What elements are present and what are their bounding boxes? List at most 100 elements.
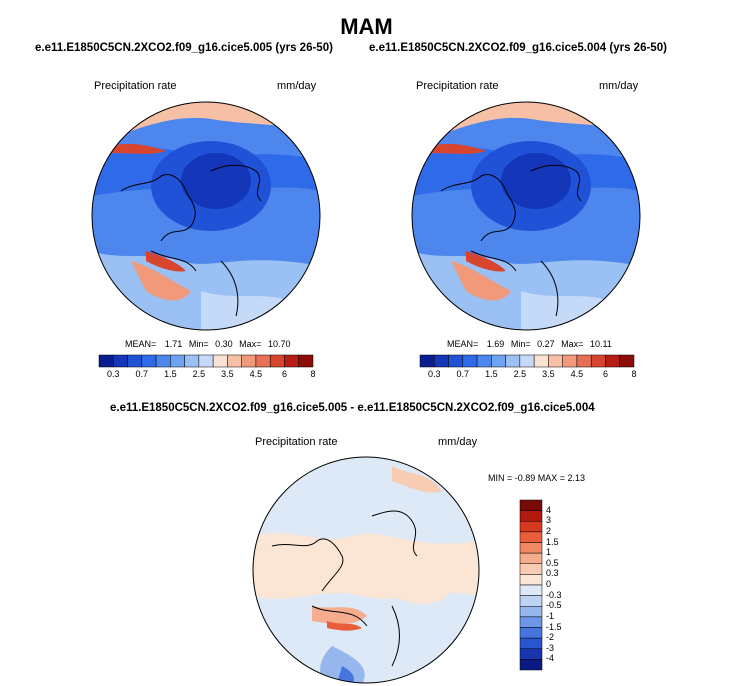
panel-1-field-label: Precipitation rate — [94, 80, 177, 92]
colorbar-swatch — [562, 354, 578, 368]
colorbar-swatch — [212, 354, 228, 368]
colorbar-tick-label: 4.5 — [249, 369, 263, 379]
diff-colorbar-swatch — [519, 531, 543, 543]
panel-2-max-label: Max= — [561, 339, 584, 349]
diff-colorbar-swatch — [519, 659, 543, 671]
panel-2-colorbar-ticks: 0.3 0.7 1.5 2.5 3.5 4.5 6 8 — [420, 369, 637, 381]
diff-colorbar-ticks: 4 3 2 1.5 1 0.5 0.3 0 -0.3 -0.5 -1 -1.5 -2 -3 -4 — [546, 500, 586, 670]
panel-2-polar-map — [411, 101, 641, 331]
diff-colorbar-tick-label: 0 — [546, 579, 552, 589]
diff-colorbar-tick-label: -0.5 — [546, 600, 562, 611]
colorbar-swatch — [98, 354, 114, 368]
panel-1-units: mm/day — [277, 80, 317, 92]
panel-2-field-label: Precipitation rate — [416, 80, 499, 92]
colorbar-tick-label: 6 — [602, 369, 608, 379]
diff-colorbar-swatch — [519, 510, 543, 522]
panel-1-colorbar — [98, 354, 314, 368]
colorbar-tick-label: 3.5 — [542, 369, 555, 379]
panel-2-mean-value: 1.69 — [486, 339, 505, 349]
colorbar-swatch — [298, 354, 314, 368]
colorbar-swatch — [284, 354, 299, 368]
colorbar-swatch — [419, 354, 435, 368]
diff-colorbar-tick-label: 2 — [546, 525, 552, 536]
diff-colorbar-tick-label: 4 — [546, 504, 552, 515]
colorbar-swatch — [227, 354, 242, 368]
colorbar-tick-label: 2.5 — [192, 369, 206, 379]
diff-colorbar-swatch — [519, 542, 543, 554]
panel-2-colorbar — [419, 354, 635, 368]
diff-subtitle: e.e11.E1850C5CN.2XCO2.f09_g16.cice5.005 … — [110, 402, 595, 414]
colorbar-swatch — [548, 354, 563, 368]
colorbar-tick-label: 1.5 — [485, 369, 498, 379]
diff-colorbar-tick-label: -1 — [546, 610, 555, 621]
diff-colorbar-swatch — [519, 627, 543, 639]
diff-colorbar-swatch — [519, 595, 543, 607]
panel-2-units: mm/day — [599, 80, 639, 92]
colorbar-tick-label: 3.5 — [221, 369, 234, 379]
diff-colorbar-tick-label: 1.5 — [546, 536, 559, 547]
diff-colorbar-tick-label: 0.5 — [546, 557, 559, 568]
colorbar-swatch — [434, 354, 449, 368]
colorbar-tick-label: 0.3 — [107, 369, 120, 379]
panel-1-mean-label: MEAN= — [125, 339, 157, 349]
colorbar-tick-label: 4.5 — [570, 369, 584, 379]
panel-1-polar-map — [91, 101, 321, 331]
colorbar-swatch — [491, 354, 506, 368]
colorbar-swatch — [576, 354, 592, 368]
diff-colorbar-tick-label: -3 — [546, 642, 555, 653]
panel-2-min-value: 0.27 — [537, 339, 555, 349]
diff-colorbar-tick-label: -2 — [546, 632, 555, 643]
panel-2-mean-label: MEAN= — [447, 339, 479, 349]
colorbar-swatch — [269, 354, 285, 368]
panel-2-max-value: 10.11 — [589, 339, 612, 349]
colorbar-tick-label: 0.7 — [456, 369, 470, 379]
colorbar-swatch — [476, 354, 492, 368]
colorbar-tick-label: 0.7 — [135, 369, 149, 379]
colorbar-swatch — [619, 354, 635, 368]
panel-1-colorbar-ticks: 0.3 0.7 1.5 2.5 3.5 4.5 6 8 — [99, 369, 316, 381]
colorbar-swatch — [127, 354, 143, 368]
diff-colorbar — [519, 499, 543, 671]
diff-colorbar-swatch — [519, 648, 543, 660]
panel-1-min-value: 0.30 — [215, 339, 233, 349]
colorbar-tick-label: 2.5 — [513, 369, 527, 379]
diff-colorbar-swatch — [519, 574, 543, 586]
colorbar-swatch — [462, 354, 478, 368]
colorbar-swatch — [448, 354, 464, 368]
diff-range-text: MIN = -0.89 MAX = 2.13 — [488, 473, 586, 483]
colorbar-swatch — [505, 354, 521, 368]
colorbar-swatch — [184, 354, 200, 368]
colorbar-swatch — [155, 354, 171, 368]
diff-field-label: Precipitation rate — [255, 436, 338, 448]
diff-colorbar-tick-label: 1 — [546, 547, 552, 558]
diff-colorbar-tick-label: -4 — [546, 653, 555, 664]
colorbar-swatch — [519, 354, 535, 368]
colorbar-tick-label: 0.3 — [428, 369, 441, 379]
colorbar-swatch — [170, 354, 185, 368]
colorbar-swatch — [533, 354, 549, 368]
panel-1-mean-value: 1.71 — [164, 339, 183, 349]
panel-2-subtitle: e.e11.E1850C5CN.2XCO2.f09_g16.cice5.004 … — [369, 42, 667, 54]
colorbar-swatch — [605, 354, 620, 368]
diff-colorbar-tick-label: 3 — [546, 515, 552, 526]
diff-colorbar-swatch — [519, 552, 543, 564]
panel-2-min-label: Min= — [510, 339, 531, 349]
diff-colorbar-swatch — [519, 616, 543, 628]
panel-1-max-label: Max= — [239, 339, 262, 349]
panel-1-max-value: 10.70 — [267, 339, 291, 349]
diff-colorbar-swatch — [519, 637, 543, 649]
panel-1-subtitle: e.e11.E1850C5CN.2XCO2.f09_g16.cice5.005 … — [35, 42, 333, 54]
diff-colorbar-swatch — [519, 563, 543, 575]
colorbar-swatch — [113, 354, 128, 368]
diff-colorbar-swatch — [519, 584, 543, 596]
colorbar-swatch — [590, 354, 606, 368]
diff-colorbar-tick-label: -1.5 — [546, 621, 562, 632]
diff-units: mm/day — [438, 436, 478, 448]
diff-colorbar-swatch — [519, 606, 543, 618]
diff-colorbar-swatch — [519, 499, 543, 511]
diff-colorbar-swatch — [519, 521, 543, 533]
diff-colorbar-tick-label: 0.3 — [546, 568, 559, 579]
colorbar-tick-label: 6 — [281, 369, 287, 379]
panel-1-min-label: Min= — [188, 339, 209, 349]
diff-polar-map — [252, 456, 480, 684]
